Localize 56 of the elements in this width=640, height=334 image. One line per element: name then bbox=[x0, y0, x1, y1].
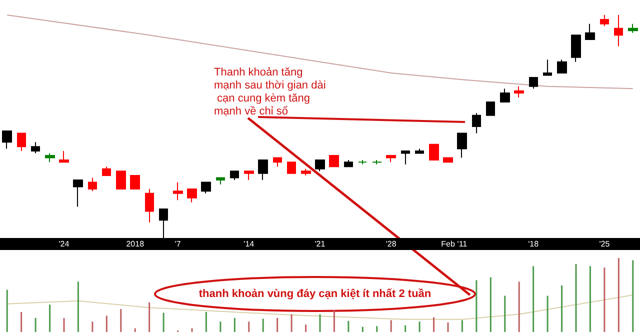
candlestick bbox=[543, 59, 552, 76]
candlestick bbox=[201, 182, 211, 194]
candlestick bbox=[628, 23, 638, 34]
x-tick-label: '18 bbox=[528, 240, 540, 248]
x-tick-label: '21 bbox=[314, 240, 326, 248]
candlestick bbox=[17, 132, 26, 152]
candlestick bbox=[315, 159, 325, 172]
candlestick bbox=[45, 152, 55, 163]
candlestick bbox=[557, 59, 567, 74]
candlestick bbox=[429, 144, 439, 160]
x-tick-label: '25 bbox=[599, 240, 610, 248]
candlestick bbox=[600, 14, 609, 27]
x-tick-label: '24 bbox=[58, 240, 70, 248]
x-tick-label: '28 bbox=[386, 240, 397, 248]
candlestick bbox=[216, 177, 225, 185]
candlestick bbox=[472, 112, 481, 134]
candlestick bbox=[500, 88, 510, 102]
candlestick bbox=[73, 180, 83, 208]
candlestick bbox=[386, 154, 396, 163]
x-tick-label: 2018 bbox=[126, 240, 145, 248]
candlestick bbox=[130, 175, 140, 190]
candlestick bbox=[514, 86, 524, 98]
candlestick bbox=[372, 159, 382, 165]
x-tick-label: '11 bbox=[457, 240, 468, 248]
candlestick bbox=[443, 157, 453, 163]
candlestick bbox=[116, 170, 126, 190]
candlestick bbox=[102, 166, 111, 176]
candlestick bbox=[329, 154, 339, 168]
candlestick bbox=[529, 76, 538, 90]
candlestick bbox=[486, 101, 495, 116]
x-tick-label: '7 bbox=[174, 240, 182, 248]
candlestick bbox=[614, 14, 623, 47]
candlestick bbox=[31, 142, 40, 154]
candlestick bbox=[287, 162, 296, 174]
candlestick bbox=[187, 188, 197, 203]
x-tick-label: Feb bbox=[441, 240, 456, 248]
candlestick bbox=[301, 168, 311, 176]
candlestick bbox=[273, 157, 282, 168]
candlestick bbox=[457, 132, 467, 158]
candlestick bbox=[585, 23, 595, 40]
candlestick bbox=[88, 177, 97, 192]
annotation: Thanh khoản tăng mạnh sau thời gian dài cạn cung kèm tăng mạnh về chỉ số bbox=[214, 66, 326, 118]
candlestick bbox=[59, 150, 69, 163]
candlestick bbox=[258, 159, 268, 181]
candlestick bbox=[145, 188, 154, 223]
candlestick bbox=[244, 170, 254, 181]
candlestick bbox=[415, 148, 424, 154]
annotation: thanh khoản vùng đáy cạn kiệt ít nhất 2 tuần bbox=[198, 288, 432, 300]
candlestick bbox=[2, 130, 12, 150]
candlestick bbox=[230, 170, 239, 181]
x-tick-label: '14 bbox=[244, 240, 255, 248]
candlestick bbox=[358, 159, 367, 165]
candlestick bbox=[571, 34, 581, 62]
candlestick bbox=[173, 182, 183, 201]
candlestick bbox=[401, 150, 410, 165]
candlestick bbox=[344, 159, 353, 168]
